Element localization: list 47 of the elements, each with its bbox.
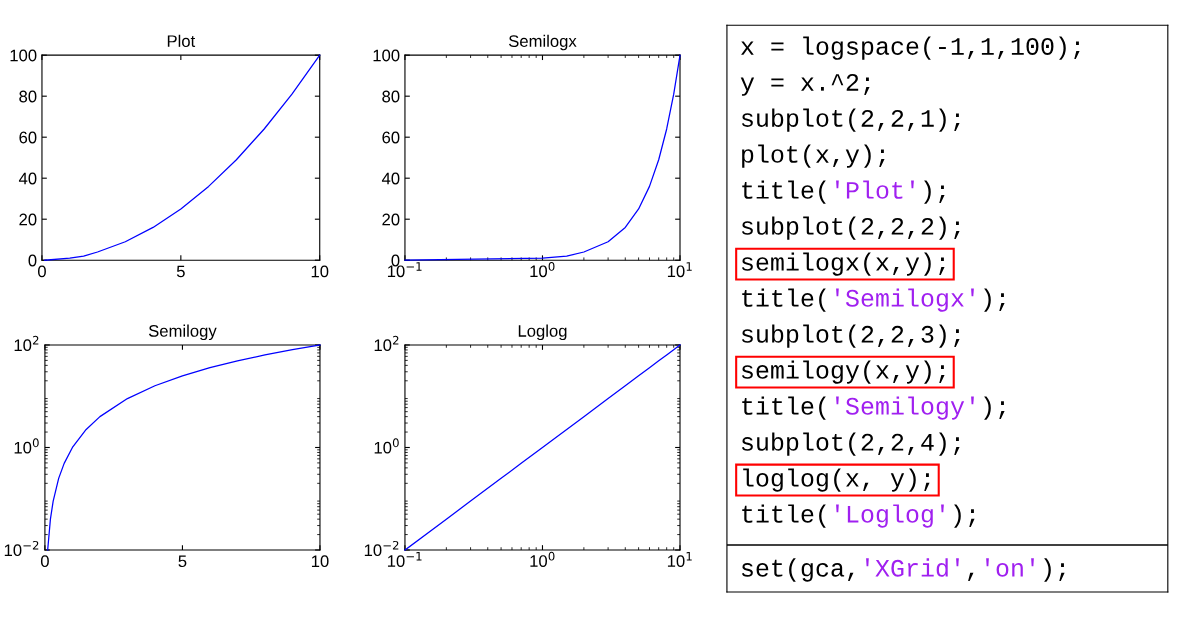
y-tick-label: 60 [382,131,400,144]
text: set(gca,'XGrid','on'); [741,558,1065,582]
text: loglog(x, y); [743,468,930,492]
text: title('Plot'); [742,180,945,204]
y-tick-label: 10$^{0}$ [374,438,399,454]
line-series [47,344,321,551]
x-tick-label: 10 [311,265,329,278]
text: subplot(2,2,2); [741,216,960,240]
x-tick-label: 10$^{0}$ [530,551,555,567]
text: subplot(2,2,1); [741,108,960,132]
text: plot(x,y); [742,144,885,168]
text: subplot(2,2,3); [741,324,960,348]
y-tick-label: 100 [10,49,37,62]
text: semilogx(x,y); [741,252,945,276]
x-tick-label: 5 [176,265,185,278]
text: x = logspace(-1,1,100); [741,36,1080,60]
x-tick-label: 10$^{1}$ [667,262,692,278]
chart-title: Semilogx [508,34,577,51]
y-tick-label: 10$^{2}$ [374,335,399,352]
y-tick-label: 10$^{2}$ [14,335,39,352]
y-tick-label: 100 [373,49,400,62]
x-tick-label: 10$^{1}$ [667,551,692,567]
y-tick-label: 40 [18,172,37,185]
x-tick-label: 10$^{−1}$ [387,551,422,567]
y-tick-label: 60 [19,131,37,144]
chart-title: Semilogy [148,324,217,341]
y-tick-label: 10$^{−2}$ [4,540,39,557]
x-tick-label: 10 [311,555,329,568]
y-tick-label: 10$^{0}$ [14,438,39,454]
text: title('Semilogy'); [742,396,1005,420]
y-tick-label: 20 [19,213,37,226]
chart-title: Plot [167,34,196,48]
chart-title: Loglog [518,324,567,341]
x-tick-label: 5 [178,555,187,568]
y-tick-label: 0 [28,254,37,267]
text: title('Loglog'); [742,504,975,528]
x-tick-label: 10$^{0}$ [530,261,555,278]
text: y = x.^2; [740,73,870,96]
y-tick-label: 80 [382,90,400,103]
x-tick-label: 0 [40,555,49,568]
text: subplot(2,2,4); [741,432,960,456]
text: semilogy(x,y); [741,360,945,384]
y-tick-label: 40 [381,172,400,185]
line-series [44,54,321,261]
text: title('Semilogx'); [742,288,1005,312]
y-tick-label: 20 [382,213,400,226]
y-tick-label: 80 [19,90,37,103]
